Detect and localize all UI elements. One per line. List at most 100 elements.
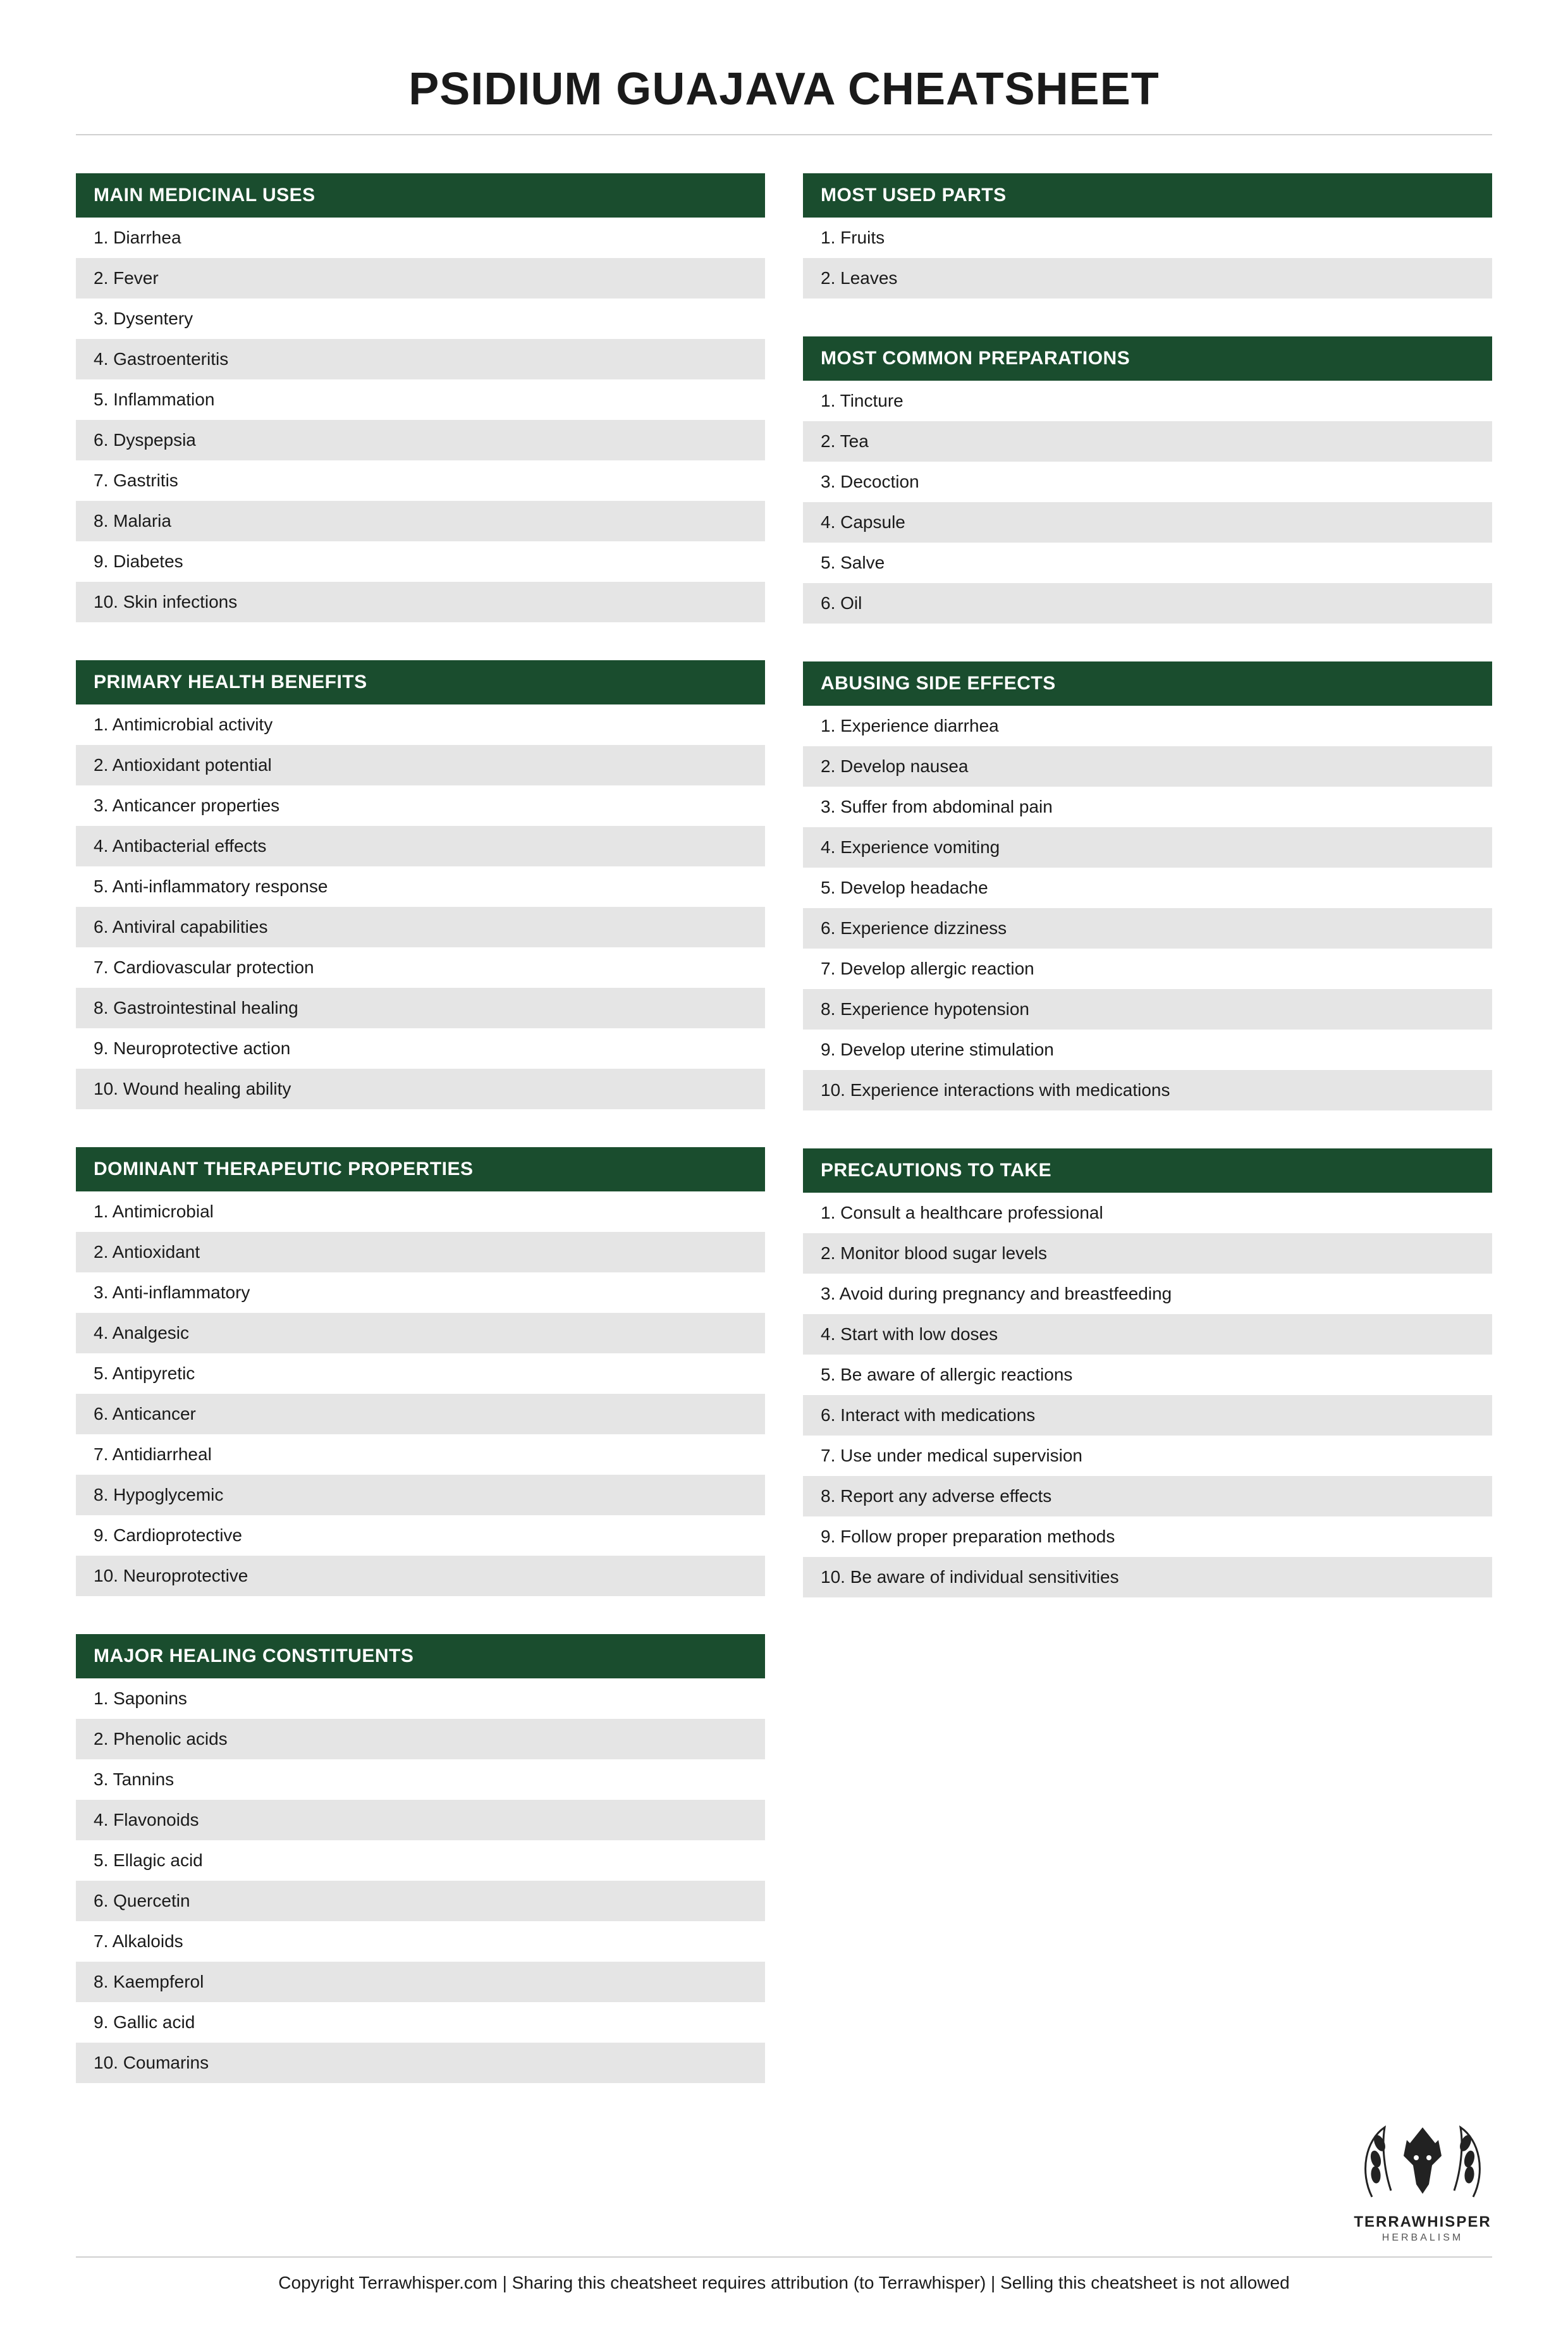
- list-item: 8. Hypoglycemic: [76, 1475, 765, 1515]
- section-list: 1. Saponins2. Phenolic acids3. Tannins4.…: [76, 1678, 765, 2083]
- list-item: 7. Gastritis: [76, 460, 765, 501]
- section: ABUSING SIDE EFFECTS1. Experience diarrh…: [803, 661, 1492, 1110]
- list-item: 8. Kaempferol: [76, 1962, 765, 2002]
- list-item: 7. Develop allergic reaction: [803, 949, 1492, 989]
- columns-container: MAIN MEDICINAL USES1. Diarrhea2. Fever3.…: [76, 173, 1492, 2083]
- section: MOST USED PARTS1. Fruits2. Leaves: [803, 173, 1492, 298]
- list-item: 4. Flavonoids: [76, 1800, 765, 1840]
- list-item: 4. Analgesic: [76, 1313, 765, 1353]
- section-header: ABUSING SIDE EFFECTS: [803, 661, 1492, 706]
- list-item: 7. Alkaloids: [76, 1921, 765, 1962]
- list-item: 9. Neuroprotective action: [76, 1028, 765, 1069]
- list-item: 4. Experience vomiting: [803, 827, 1492, 868]
- list-item: 9. Gallic acid: [76, 2002, 765, 2043]
- list-item: 5. Anti-inflammatory response: [76, 866, 765, 907]
- section: PRECAUTIONS TO TAKE1. Consult a healthca…: [803, 1148, 1492, 1597]
- list-item: 7. Use under medical supervision: [803, 1436, 1492, 1476]
- list-item: 5. Be aware of allergic reactions: [803, 1355, 1492, 1395]
- footer-text: Copyright Terrawhisper.com | Sharing thi…: [76, 2273, 1492, 2293]
- logo-name: TERRAWHISPER: [1353, 2213, 1492, 2231]
- brand-logo: TERRAWHISPER HERBALISM: [1353, 2108, 1492, 2244]
- list-item: 10. Neuroprotective: [76, 1556, 765, 1596]
- section-header: MAJOR HEALING CONSTITUENTS: [76, 1634, 765, 1678]
- list-item: 2. Leaves: [803, 258, 1492, 298]
- list-item: 5. Ellagic acid: [76, 1840, 765, 1881]
- list-item: 3. Anticancer properties: [76, 785, 765, 826]
- list-item: 1. Consult a healthcare professional: [803, 1193, 1492, 1233]
- list-item: 3. Avoid during pregnancy and breastfeed…: [803, 1274, 1492, 1314]
- list-item: 4. Start with low doses: [803, 1314, 1492, 1355]
- list-item: 1. Antimicrobial: [76, 1191, 765, 1232]
- list-item: 9. Follow proper preparation methods: [803, 1516, 1492, 1557]
- section: MAJOR HEALING CONSTITUENTS1. Saponins2. …: [76, 1634, 765, 2083]
- list-item: 10. Wound healing ability: [76, 1069, 765, 1109]
- section-header: DOMINANT THERAPEUTIC PROPERTIES: [76, 1147, 765, 1191]
- section-header: PRIMARY HEALTH BENEFITS: [76, 660, 765, 704]
- list-item: 8. Experience hypotension: [803, 989, 1492, 1030]
- section: DOMINANT THERAPEUTIC PROPERTIES1. Antimi…: [76, 1147, 765, 1596]
- section-header: MOST USED PARTS: [803, 173, 1492, 218]
- list-item: 1. Experience diarrhea: [803, 706, 1492, 746]
- title-divider: [76, 134, 1492, 135]
- list-item: 2. Antioxidant: [76, 1232, 765, 1272]
- right-column: MOST USED PARTS1. Fruits2. Leaves MOST CO…: [803, 173, 1492, 2083]
- list-item: 4. Antibacterial effects: [76, 826, 765, 866]
- list-item: 9. Diabetes: [76, 541, 765, 582]
- list-item: 3. Tannins: [76, 1759, 765, 1800]
- list-item: 6. Experience dizziness: [803, 908, 1492, 949]
- section-header: MOST COMMON PREPARATIONS: [803, 336, 1492, 381]
- list-item: 3. Decoction: [803, 462, 1492, 502]
- section-list: 1. Tincture2. Tea3. Decoction4. Capsule5…: [803, 381, 1492, 624]
- logo-subtitle: HERBALISM: [1353, 2232, 1492, 2244]
- list-item: 5. Antipyretic: [76, 1353, 765, 1394]
- list-item: 1. Diarrhea: [76, 218, 765, 258]
- list-item: 6. Antiviral capabilities: [76, 907, 765, 947]
- logo-row: TERRAWHISPER HERBALISM: [76, 2108, 1492, 2244]
- list-item: 1. Saponins: [76, 1678, 765, 1719]
- list-item: 10. Skin infections: [76, 582, 765, 622]
- list-item: 1. Antimicrobial activity: [76, 704, 765, 745]
- list-item: 6. Anticancer: [76, 1394, 765, 1434]
- list-item: 9. Develop uterine stimulation: [803, 1030, 1492, 1070]
- list-item: 6. Dyspepsia: [76, 420, 765, 460]
- list-item: 8. Gastrointestinal healing: [76, 988, 765, 1028]
- section-list: 1. Antimicrobial2. Antioxidant3. Anti-in…: [76, 1191, 765, 1596]
- list-item: 6. Oil: [803, 583, 1492, 624]
- list-item: 6. Interact with medications: [803, 1395, 1492, 1436]
- list-item: 10. Be aware of individual sensitivities: [803, 1557, 1492, 1597]
- list-item: 3. Dysentery: [76, 298, 765, 339]
- list-item: 4. Capsule: [803, 502, 1492, 543]
- list-item: 5. Inflammation: [76, 379, 765, 420]
- list-item: 8. Malaria: [76, 501, 765, 541]
- list-item: 6. Quercetin: [76, 1881, 765, 1921]
- list-item: 2. Develop nausea: [803, 746, 1492, 787]
- left-column: MAIN MEDICINAL USES1. Diarrhea2. Fever3.…: [76, 173, 765, 2083]
- list-item: 3. Anti-inflammatory: [76, 1272, 765, 1313]
- list-item: 10. Coumarins: [76, 2043, 765, 2083]
- list-item: 5. Salve: [803, 543, 1492, 583]
- section-list: 1. Consult a healthcare professional2. M…: [803, 1193, 1492, 1597]
- list-item: 5. Develop headache: [803, 868, 1492, 908]
- wolf-laurel-icon: [1353, 2108, 1492, 2210]
- section-header: PRECAUTIONS TO TAKE: [803, 1148, 1492, 1193]
- section: MOST COMMON PREPARATIONS1. Tincture2. Te…: [803, 336, 1492, 624]
- section-list: 1. Fruits2. Leaves: [803, 218, 1492, 298]
- list-item: 2. Tea: [803, 421, 1492, 462]
- section: MAIN MEDICINAL USES1. Diarrhea2. Fever3.…: [76, 173, 765, 622]
- section-list: 1. Experience diarrhea2. Develop nausea3…: [803, 706, 1492, 1110]
- list-item: 3. Suffer from abdominal pain: [803, 787, 1492, 827]
- section-list: 1. Diarrhea2. Fever3. Dysentery4. Gastro…: [76, 218, 765, 622]
- section-list: 1. Antimicrobial activity2. Antioxidant …: [76, 704, 765, 1109]
- footer-divider: [76, 2256, 1492, 2258]
- page-title: PSIDIUM GUAJAVA CHEATSHEET: [76, 63, 1492, 134]
- list-item: 7. Antidiarrheal: [76, 1434, 765, 1475]
- list-item: 2. Phenolic acids: [76, 1719, 765, 1759]
- list-item: 7. Cardiovascular protection: [76, 947, 765, 988]
- list-item: 2. Monitor blood sugar levels: [803, 1233, 1492, 1274]
- section-header: MAIN MEDICINAL USES: [76, 173, 765, 218]
- footer-area: TERRAWHISPER HERBALISM Copyright Terrawh…: [76, 2108, 1492, 2293]
- list-item: 8. Report any adverse effects: [803, 1476, 1492, 1516]
- list-item: 2. Antioxidant potential: [76, 745, 765, 785]
- list-item: 10. Experience interactions with medicat…: [803, 1070, 1492, 1110]
- list-item: 9. Cardioprotective: [76, 1515, 765, 1556]
